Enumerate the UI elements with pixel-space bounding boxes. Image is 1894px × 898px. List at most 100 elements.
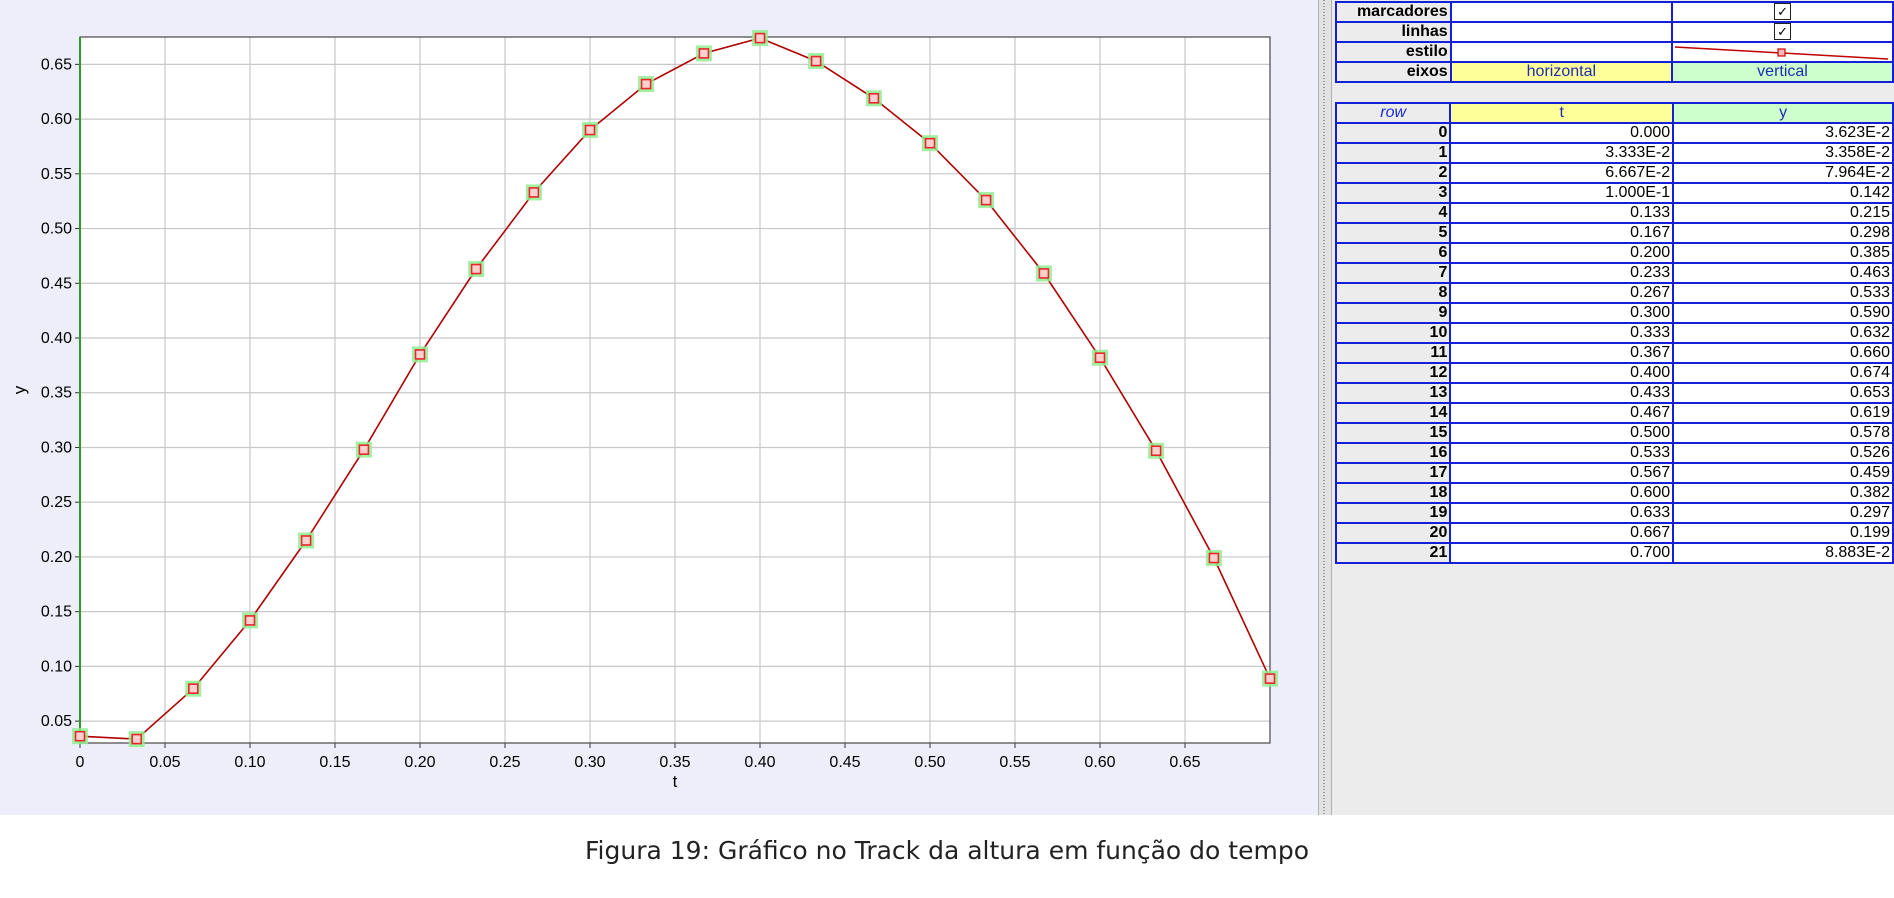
- t-value-cell[interactable]: 0.400: [1449, 362, 1675, 384]
- checkbox-checked-icon[interactable]: ✓: [1774, 24, 1792, 40]
- x-tick-label: 0.25: [489, 754, 520, 771]
- t-value-cell[interactable]: 0.200: [1449, 242, 1675, 264]
- style-preview-cell[interactable]: [1671, 41, 1894, 63]
- table-row[interactable]: 1 3.333E-2 3.358E-2: [1334, 142, 1894, 164]
- y-value-cell[interactable]: 0.533: [1672, 282, 1894, 304]
- t-value-cell[interactable]: 0.133: [1449, 202, 1675, 224]
- y-value-cell[interactable]: 0.382: [1672, 482, 1894, 504]
- plot-panel[interactable]: 0 0.05 0.10 0.15 0.20 0.25 0.30 0.35 0.40 0.45 0.5…: [0, 0, 1318, 815]
- property-row-2: estilo: [1335, 41, 1894, 63]
- y-tick-label: 0.65: [41, 56, 72, 73]
- t-value-cell[interactable]: 1.000E-1: [1449, 182, 1675, 204]
- y-value-cell[interactable]: 7.964E-2: [1672, 162, 1894, 184]
- y-value-cell[interactable]: 0.578: [1672, 422, 1894, 444]
- t-value-cell[interactable]: 0.700: [1449, 542, 1675, 564]
- property-checkbox-cell[interactable]: ✓: [1671, 21, 1894, 43]
- divider-grip[interactable]: [1323, 0, 1325, 815]
- table-row[interactable]: 16 0.533 0.526: [1334, 442, 1894, 464]
- t-value-cell[interactable]: 0.267: [1449, 282, 1675, 304]
- y-value-cell[interactable]: 0.199: [1672, 522, 1894, 544]
- table-row[interactable]: 7 0.233 0.463: [1334, 262, 1894, 284]
- data-table: row t y 0 0.000 3.623E-2 1 3.333E-2 3.358E-2 2…: [1334, 102, 1894, 564]
- row-index-cell: 17: [1334, 462, 1452, 484]
- table-row[interactable]: 9 0.300 0.590: [1334, 302, 1894, 324]
- y-value-cell[interactable]: 0.660: [1672, 342, 1894, 364]
- t-value-cell[interactable]: 0.433: [1449, 382, 1675, 404]
- table-row[interactable]: 15 0.500 0.578: [1334, 422, 1894, 444]
- row-index-cell: 13: [1334, 382, 1452, 404]
- table-row[interactable]: 19 0.633 0.297: [1334, 502, 1894, 524]
- table-row[interactable]: 14 0.467 0.619: [1334, 402, 1894, 424]
- y-value-cell[interactable]: 3.358E-2: [1672, 142, 1894, 164]
- table-row[interactable]: 4 0.133 0.215: [1334, 202, 1894, 224]
- t-value-cell[interactable]: 0.600: [1449, 482, 1675, 504]
- row-index-cell: 8: [1334, 282, 1452, 304]
- data-point-marker: [754, 32, 766, 44]
- table-row[interactable]: 11 0.367 0.660: [1334, 342, 1894, 364]
- t-value-cell[interactable]: 0.567: [1449, 462, 1675, 484]
- axis-horizontal-cell[interactable]: horizontal: [1449, 61, 1674, 83]
- checkbox-checked-icon[interactable]: ✓: [1774, 4, 1792, 20]
- x-tick-label: 0.35: [659, 754, 690, 771]
- y-value-cell[interactable]: 0.215: [1672, 202, 1894, 224]
- t-value-cell[interactable]: 0.667: [1449, 522, 1675, 544]
- table-row[interactable]: 13 0.433 0.653: [1334, 382, 1894, 404]
- table-row[interactable]: 8 0.267 0.533: [1334, 282, 1894, 304]
- t-value-cell[interactable]: 0.333: [1449, 322, 1675, 344]
- y-value-cell[interactable]: 0.632: [1672, 322, 1894, 344]
- table-row[interactable]: 17 0.567 0.459: [1334, 462, 1894, 484]
- t-value-cell[interactable]: 0.167: [1449, 222, 1675, 244]
- property-checkbox-cell[interactable]: ✓: [1671, 1, 1894, 23]
- y-value-cell[interactable]: 8.883E-2: [1672, 542, 1894, 564]
- table-row[interactable]: 2 6.667E-2 7.964E-2: [1334, 162, 1894, 184]
- t-value-cell[interactable]: 0.467: [1449, 402, 1675, 424]
- column-header-t[interactable]: t: [1449, 102, 1675, 124]
- y-value-cell[interactable]: 0.619: [1672, 402, 1894, 424]
- t-value-cell[interactable]: 0.633: [1449, 502, 1675, 524]
- t-value-cell[interactable]: 0.000: [1449, 122, 1675, 144]
- y-value-cell[interactable]: 0.385: [1672, 242, 1894, 264]
- row-index-cell: 4: [1334, 202, 1452, 224]
- t-value-cell[interactable]: 6.667E-2: [1449, 162, 1675, 184]
- t-value-cell[interactable]: 0.533: [1449, 442, 1675, 464]
- t-value-cell[interactable]: 0.300: [1449, 302, 1675, 324]
- t-value-cell[interactable]: 0.233: [1449, 262, 1675, 284]
- table-row[interactable]: 20 0.667 0.199: [1334, 522, 1894, 544]
- table-row[interactable]: 10 0.333 0.632: [1334, 322, 1894, 344]
- table-row[interactable]: 6 0.200 0.385: [1334, 242, 1894, 264]
- column-header-row[interactable]: row: [1334, 102, 1452, 124]
- y-value-cell[interactable]: 0.463: [1672, 262, 1894, 284]
- t-value-cell[interactable]: 0.500: [1449, 422, 1675, 444]
- y-value-cell[interactable]: 0.590: [1672, 302, 1894, 324]
- height-vs-time-chart[interactable]: 0 0.05 0.10 0.15 0.20 0.25 0.30 0.35 0.40 0.45 0.5…: [0, 0, 1318, 815]
- table-row[interactable]: 21 0.700 8.883E-2: [1334, 542, 1894, 564]
- y-value-cell[interactable]: 0.297: [1672, 502, 1894, 524]
- y-value-cell[interactable]: 0.142: [1672, 182, 1894, 204]
- column-header-y[interactable]: y: [1672, 102, 1894, 124]
- x-tick-label: 0.50: [914, 754, 945, 771]
- axis-vertical-cell[interactable]: vertical: [1671, 61, 1894, 83]
- table-row[interactable]: 18 0.600 0.382: [1334, 482, 1894, 504]
- y-value-cell[interactable]: 0.674: [1672, 362, 1894, 384]
- table-row[interactable]: 0 0.000 3.623E-2: [1334, 122, 1894, 144]
- property-label: estilo: [1335, 41, 1452, 63]
- data-table-panel: marcadores ✓ linhas ✓ estilo eixos horizontal v…: [1332, 0, 1894, 815]
- row-index-cell: 7: [1334, 262, 1452, 284]
- y-tick-label: 0.30: [41, 439, 72, 456]
- x-axis-label: t: [673, 772, 678, 791]
- y-tick-label: 0.05: [41, 713, 72, 730]
- property-empty-cell: [1449, 1, 1674, 23]
- table-row[interactable]: 12 0.400 0.674: [1334, 362, 1894, 384]
- table-row[interactable]: 3 1.000E-1 0.142: [1334, 182, 1894, 204]
- y-value-cell[interactable]: 0.653: [1672, 382, 1894, 404]
- y-value-cell[interactable]: 3.623E-2: [1672, 122, 1894, 144]
- row-index-cell: 9: [1334, 302, 1452, 324]
- split-pane-divider[interactable]: [1318, 0, 1332, 815]
- y-value-cell[interactable]: 0.298: [1672, 222, 1894, 244]
- y-value-cell[interactable]: 0.526: [1672, 442, 1894, 464]
- y-value-cell[interactable]: 0.459: [1672, 462, 1894, 484]
- t-value-cell[interactable]: 0.367: [1449, 342, 1675, 364]
- row-index-cell: 15: [1334, 422, 1452, 444]
- t-value-cell[interactable]: 3.333E-2: [1449, 142, 1675, 164]
- table-row[interactable]: 5 0.167 0.298: [1334, 222, 1894, 244]
